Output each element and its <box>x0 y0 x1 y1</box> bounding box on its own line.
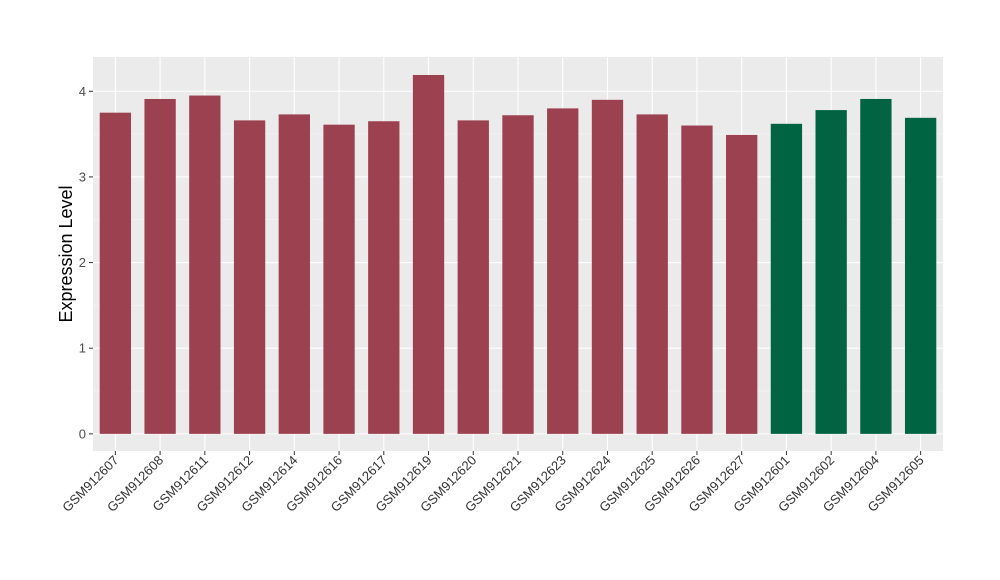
bar-GSM912605 <box>904 117 937 434</box>
y-tick-label: 1 <box>79 341 86 356</box>
bar-GSM912612 <box>233 120 266 434</box>
bar-GSM912607 <box>99 112 132 434</box>
bar-GSM912602 <box>815 110 847 434</box>
bar-GSM912624 <box>591 99 624 434</box>
bar-GSM912614 <box>278 114 310 434</box>
bar-GSM912620 <box>457 120 489 434</box>
bar-GSM912626 <box>681 125 713 434</box>
y-tick-label: 4 <box>79 84 86 99</box>
bar-GSM912616 <box>323 124 355 434</box>
bar-GSM912627 <box>726 134 758 434</box>
bar-GSM912621 <box>502 115 534 434</box>
bar-GSM912623 <box>547 108 579 434</box>
bar-GSM912608 <box>144 98 176 434</box>
bar-GSM912617 <box>368 121 400 434</box>
bar-GSM912625 <box>636 114 668 434</box>
bars <box>99 74 937 434</box>
x-axis: GSM912607GSM912608GSM912611GSM912612GSM9… <box>59 451 927 515</box>
y-tick-label: 3 <box>79 169 86 184</box>
bar-GSM912611 <box>189 95 221 434</box>
y-tick-label: 2 <box>79 255 86 270</box>
bar-GSM912604 <box>860 98 892 434</box>
bar-GSM912619 <box>412 74 445 434</box>
y-tick-label: 0 <box>79 426 86 441</box>
bar-GSM912601 <box>770 123 803 434</box>
y-axis-title: Expression Level <box>56 185 76 322</box>
y-axis: 0 1 2 3 4 <box>79 84 93 441</box>
